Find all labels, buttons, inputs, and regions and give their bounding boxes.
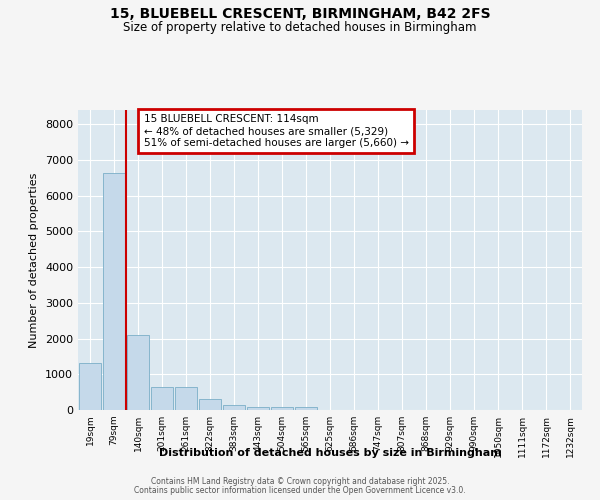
- Bar: [271, 407, 293, 410]
- Text: Size of property relative to detached houses in Birmingham: Size of property relative to detached ho…: [123, 21, 477, 34]
- Bar: [247, 407, 269, 410]
- Bar: [199, 399, 221, 410]
- Y-axis label: Number of detached properties: Number of detached properties: [29, 172, 40, 348]
- Bar: [295, 407, 317, 410]
- Bar: [151, 387, 173, 410]
- Text: 15 BLUEBELL CRESCENT: 114sqm
← 48% of detached houses are smaller (5,329)
51% of: 15 BLUEBELL CRESCENT: 114sqm ← 48% of de…: [143, 114, 409, 148]
- Bar: [175, 387, 197, 410]
- Text: Contains HM Land Registry data © Crown copyright and database right 2025.: Contains HM Land Registry data © Crown c…: [151, 477, 449, 486]
- Bar: [103, 172, 125, 410]
- Text: 15, BLUEBELL CRESCENT, BIRMINGHAM, B42 2FS: 15, BLUEBELL CRESCENT, BIRMINGHAM, B42 2…: [110, 8, 490, 22]
- Bar: [79, 363, 101, 410]
- Bar: [127, 336, 149, 410]
- Text: Distribution of detached houses by size in Birmingham: Distribution of detached houses by size …: [158, 448, 502, 458]
- Bar: [223, 404, 245, 410]
- Text: Contains public sector information licensed under the Open Government Licence v3: Contains public sector information licen…: [134, 486, 466, 495]
